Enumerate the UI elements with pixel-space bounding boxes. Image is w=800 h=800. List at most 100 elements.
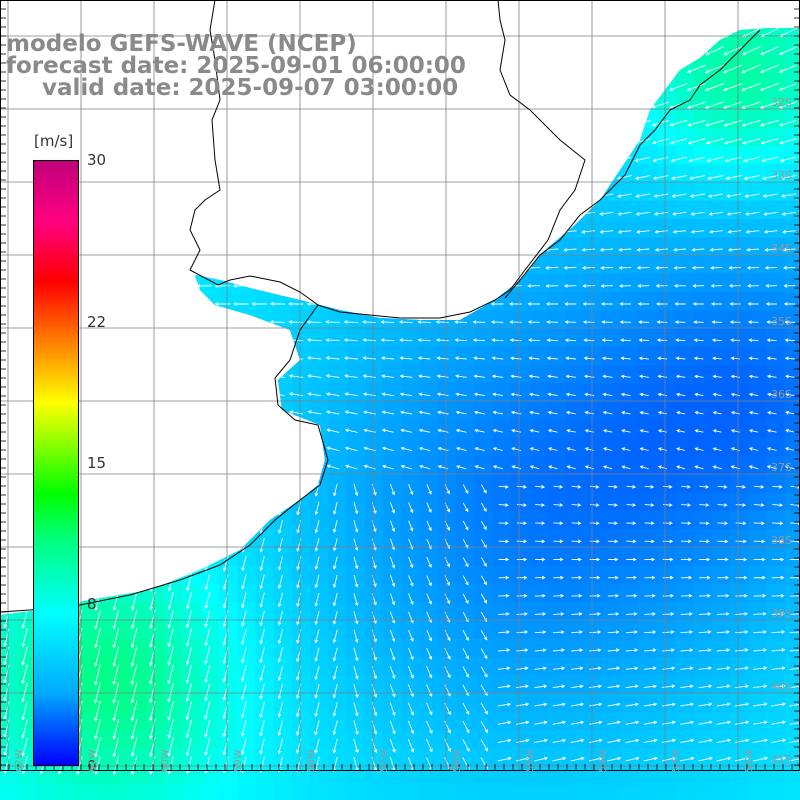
wind-arrow: [778, 101, 797, 109]
wind-arrow: [771, 702, 787, 707]
wind-speed-cell: [620, 383, 640, 402]
wind-arrow: [744, 10, 760, 19]
wind-speed-cell: [584, 657, 603, 676]
wind-arrow: [784, 465, 796, 470]
wind-speed-cell: [109, 711, 129, 731]
wind-arrow: [497, 720, 512, 725]
wind-arrow: [480, 702, 488, 715]
wind-arrow: [389, 647, 396, 661]
wind-speed-cell: [346, 638, 366, 658]
wind-speed-cell: [256, 0, 275, 19]
wind-arrow: [552, 738, 567, 744]
wind-speed-cell: [200, 584, 220, 603]
wind-speed-cell: [219, 219, 238, 238]
wind-arrow: [214, 230, 231, 234]
wind-arrow: [159, 193, 176, 198]
wind-speed-cell: [529, 91, 548, 110]
wind-speed-cell: [182, 146, 202, 165]
wind-arrow: [332, 611, 338, 625]
wind-speed-cell: [91, 273, 110, 293]
wind-arrow: [626, 503, 637, 507]
wind-speed-cell: [0, 492, 19, 512]
wind-speed-cell: [182, 273, 202, 293]
wind-speed-cell: [219, 146, 238, 165]
wind-arrow: [600, 266, 614, 270]
wind-speed-cell: [109, 365, 129, 384]
wind-arrow: [635, 193, 650, 198]
wind-arrow: [13, 355, 30, 360]
wind-arrow: [566, 447, 576, 451]
wind-speed-cell: [675, 401, 694, 421]
wind-speed-cell: [438, 657, 457, 676]
wind-speed-cell: [401, 620, 421, 640]
wind-speed-cell: [547, 602, 567, 621]
wind-arrow: [570, 720, 585, 725]
wind-speed-cell: [638, 273, 658, 293]
wind-speed-cell: [766, 146, 786, 165]
wind-arrow: [716, 720, 732, 725]
wind-speed-cell: [200, 292, 220, 311]
wind-arrow: [104, 337, 122, 342]
wind-speed-cell: [584, 365, 603, 384]
wind-arrow: [507, 211, 523, 216]
wind-speed-cell: [419, 565, 439, 585]
wind-arrow: [473, 374, 485, 379]
wind-speed-cell: [401, 182, 421, 202]
wind-arrow: [168, 501, 174, 518]
wind-speed-cell: [711, 620, 731, 640]
wind-speed-cell: [675, 675, 694, 694]
wind-arrow: [86, 409, 103, 415]
wind-speed-cell: [401, 456, 421, 475]
wind-speed-cell: [784, 419, 800, 439]
wind-arrow: [289, 10, 303, 17]
wind-speed-cell: [91, 565, 110, 585]
wind-arrow: [141, 445, 158, 452]
wind-arrow: [241, 574, 247, 590]
wind-speed-cell: [383, 602, 402, 621]
wind-arrow: [130, 646, 138, 667]
wind-arrow: [389, 538, 396, 551]
wind-speed-cell: [310, 255, 329, 275]
wind-arrow: [516, 521, 528, 526]
wind-speed-cell: [784, 109, 800, 129]
wind-speed-cell: [219, 255, 238, 275]
wind-speed-cell: [693, 383, 713, 402]
wind-arrow: [123, 211, 140, 216]
wind-speed-cell: [456, 657, 475, 676]
wind-speed-cell: [711, 164, 731, 183]
wind-speed-cell: [273, 237, 293, 256]
wind-arrow: [760, 28, 779, 38]
wind-speed-cell: [365, 365, 384, 384]
wind-speed-cell: [164, 511, 183, 530]
wind-arrow: [21, 610, 28, 629]
wind-speed-cell: [766, 584, 786, 603]
wind-arrow: [782, 230, 796, 234]
wind-arrow: [196, 410, 213, 415]
wind-arrow: [744, 193, 760, 198]
wind-speed-cell: [657, 784, 676, 800]
wind-arrow: [654, 230, 668, 234]
wind-arrow: [68, 119, 85, 127]
wind-speed-cell: [438, 146, 457, 165]
wind-arrow: [601, 338, 613, 342]
wind-speed-cell: [547, 511, 567, 530]
wind-arrow: [516, 630, 529, 634]
wind-arrow: [408, 629, 414, 642]
wind-arrow: [21, 682, 28, 703]
wind-speed-cell: [36, 766, 56, 786]
wind-speed-cell: [219, 383, 238, 402]
wind-arrow: [400, 428, 413, 433]
wind-speed-cell: [219, 109, 238, 129]
wind-arrow: [241, 501, 247, 517]
wind-speed-cell: [383, 401, 402, 421]
wind-speed-cell: [711, 438, 731, 457]
wind-speed-cell: [620, 784, 640, 800]
wind-arrow: [508, 248, 523, 252]
wind-arrow: [324, 211, 340, 216]
wind-speed-cell: [529, 511, 548, 530]
wind-speed-cell: [529, 602, 548, 621]
wind-speed-cell: [511, 328, 530, 348]
wind-speed-cell: [693, 766, 713, 786]
wind-speed-cell: [474, 438, 494, 457]
wind-speed-cell: [365, 675, 384, 694]
